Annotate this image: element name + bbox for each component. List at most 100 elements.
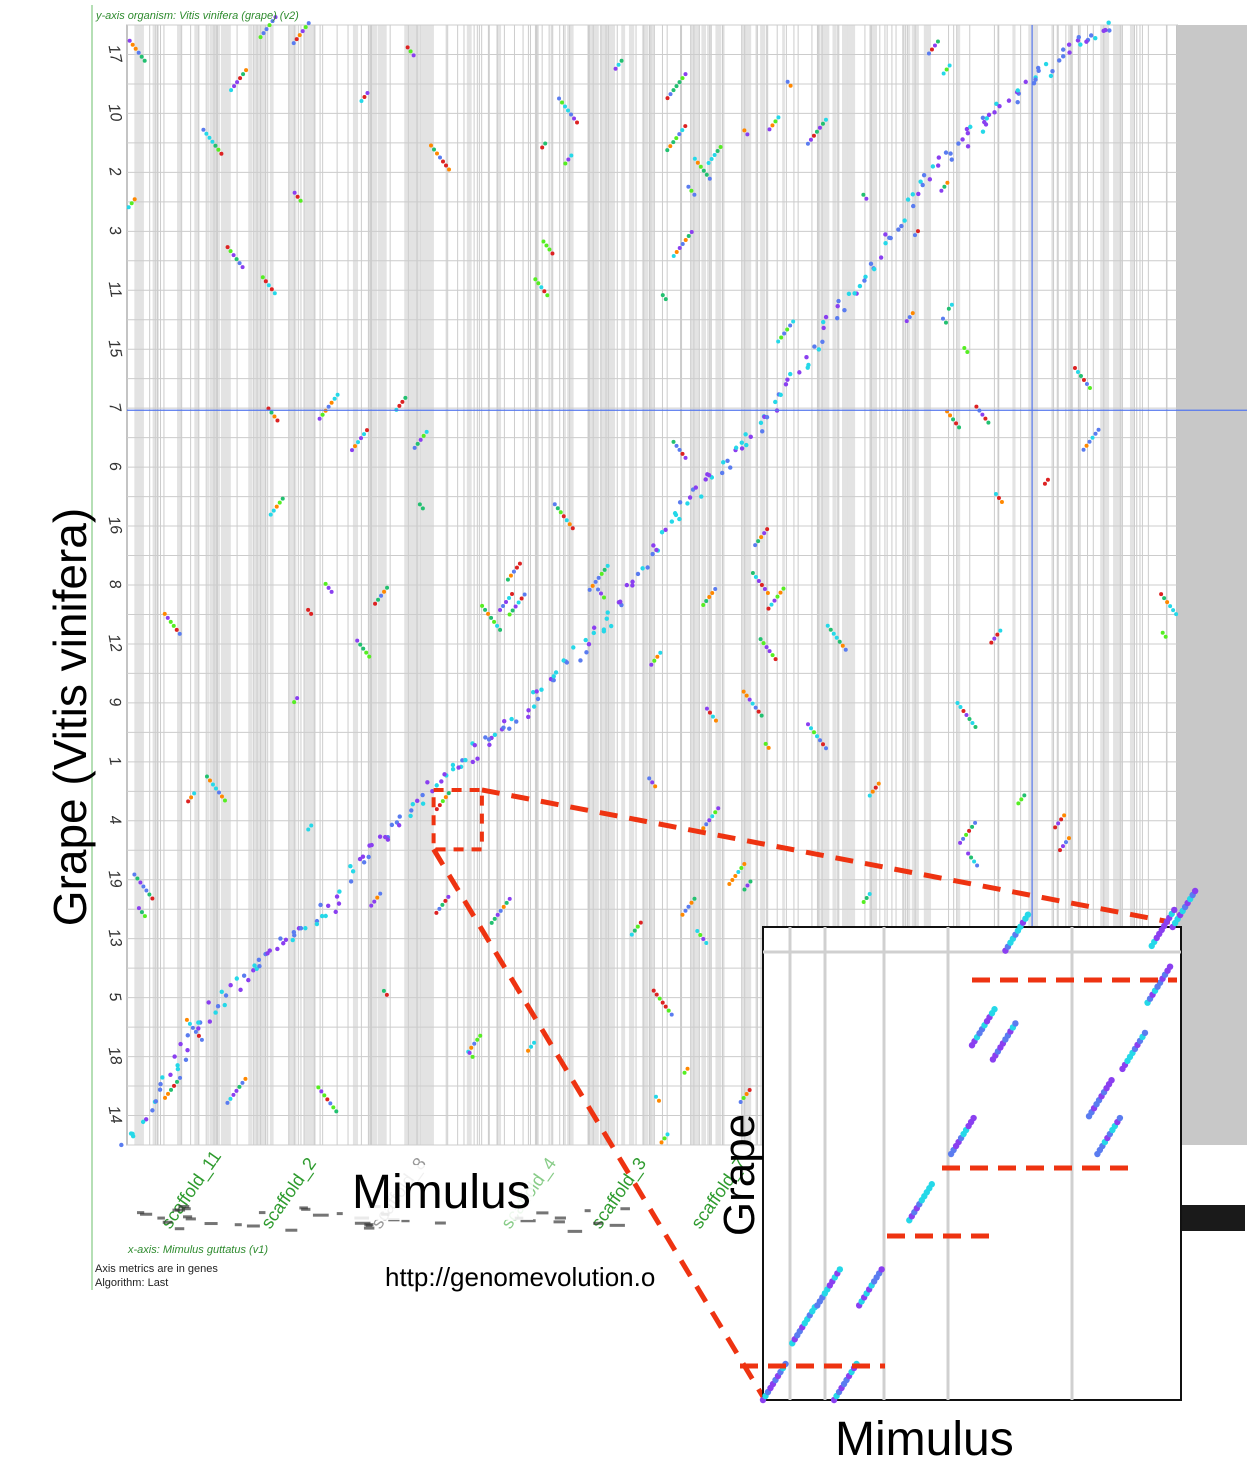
synteny-dot bbox=[1165, 600, 1170, 605]
x-tick-mark bbox=[172, 1208, 180, 1212]
synteny-dot bbox=[1084, 382, 1089, 387]
synteny-dot bbox=[174, 627, 179, 632]
synteny-dot bbox=[260, 275, 265, 280]
synteny-dot bbox=[660, 293, 665, 298]
synteny-dot bbox=[599, 591, 604, 596]
synteny-dot bbox=[507, 896, 512, 901]
synteny-dot bbox=[635, 924, 640, 929]
synteny-dot bbox=[487, 742, 492, 748]
synteny-dot bbox=[1093, 431, 1098, 436]
synteny-dot bbox=[438, 155, 443, 160]
synteny-dot bbox=[319, 1089, 324, 1094]
synteny-dot bbox=[756, 539, 761, 544]
synteny-dot bbox=[450, 762, 456, 768]
synteny-dot bbox=[756, 709, 761, 714]
synteny-dot bbox=[127, 38, 132, 43]
synteny-dot bbox=[228, 982, 233, 988]
synteny-dot bbox=[241, 973, 247, 978]
synteny-dot bbox=[348, 879, 354, 884]
synteny-dot bbox=[563, 161, 568, 166]
synteny-dot bbox=[502, 718, 507, 724]
synteny-dot bbox=[267, 948, 272, 953]
synteny-dot bbox=[531, 704, 537, 709]
synteny-dot bbox=[701, 602, 706, 607]
synteny-dot bbox=[292, 190, 297, 195]
synteny-dot bbox=[613, 66, 618, 71]
synteny-dot bbox=[831, 631, 836, 636]
synteny-dot bbox=[1084, 443, 1089, 448]
synteny-dot bbox=[805, 141, 810, 146]
synteny-dot bbox=[444, 163, 449, 168]
synteny-dot bbox=[961, 836, 966, 841]
synteny-dot bbox=[375, 895, 380, 900]
synteny-dot bbox=[744, 693, 749, 698]
synteny-dot bbox=[492, 732, 498, 738]
synteny-dot bbox=[944, 67, 949, 72]
y-axis-title: Grape (Vitis vinifera) bbox=[44, 507, 96, 927]
synteny-dot bbox=[516, 600, 521, 605]
synteny-dot bbox=[638, 920, 643, 925]
synteny-dot bbox=[267, 23, 272, 28]
synteny-dot bbox=[920, 182, 925, 188]
synteny-dot bbox=[1066, 42, 1072, 47]
synteny-dot bbox=[572, 116, 577, 121]
synteny-dot bbox=[781, 586, 786, 591]
synteny-dot bbox=[591, 625, 597, 630]
synteny-dot bbox=[246, 977, 251, 983]
synteny-dot bbox=[608, 623, 614, 629]
synteny-dot bbox=[425, 780, 430, 785]
synteny-dot bbox=[225, 1100, 230, 1105]
synteny-dot bbox=[367, 654, 372, 659]
synteny-dot bbox=[501, 904, 506, 909]
synteny-dot bbox=[511, 569, 516, 574]
synteny-dot bbox=[713, 718, 718, 723]
y-tick-label: 15 bbox=[105, 338, 125, 359]
synteny-dot bbox=[443, 795, 448, 800]
synteny-dot bbox=[228, 249, 233, 254]
synteny-dot bbox=[984, 116, 990, 121]
synteny-dot bbox=[421, 433, 426, 438]
synteny-dot bbox=[883, 240, 888, 246]
synteny-dot bbox=[1045, 477, 1050, 482]
synteny-dot bbox=[744, 1092, 749, 1097]
synteny-dot bbox=[418, 437, 423, 442]
synteny-dot bbox=[759, 582, 764, 587]
synteny-dot bbox=[295, 194, 300, 199]
x-tick-mark bbox=[434, 1221, 446, 1225]
synteny-dot bbox=[878, 255, 884, 260]
synteny-dot bbox=[264, 27, 269, 32]
synteny-dot bbox=[350, 869, 356, 874]
synteny-dot bbox=[1066, 836, 1071, 841]
synteny-dot bbox=[130, 42, 135, 47]
synteny-dot bbox=[747, 697, 752, 702]
synteny-dot bbox=[483, 607, 488, 612]
synteny-dot bbox=[666, 1008, 671, 1013]
y-tick-label: 9 bbox=[105, 696, 123, 708]
synteny-dot bbox=[653, 784, 658, 789]
synteny-dot bbox=[949, 157, 954, 162]
synteny-dot bbox=[747, 1088, 752, 1093]
synteny-dot bbox=[234, 257, 239, 262]
synteny-dot bbox=[604, 616, 609, 621]
synteny-dot bbox=[861, 899, 866, 904]
synteny-dot bbox=[916, 191, 921, 197]
synteny-dot bbox=[189, 795, 194, 800]
synteny-dot bbox=[136, 50, 141, 55]
synteny-dot bbox=[652, 658, 657, 663]
synteny-dot bbox=[823, 314, 829, 320]
synteny-dot bbox=[142, 914, 147, 919]
synteny-dot bbox=[773, 657, 778, 662]
synteny-dot bbox=[1067, 50, 1072, 55]
synteny-dot bbox=[968, 124, 973, 130]
synteny-dot bbox=[739, 446, 745, 451]
synteny-dot bbox=[298, 926, 304, 931]
synteny-dot bbox=[776, 115, 781, 120]
synteny-dot bbox=[469, 1045, 474, 1050]
synteny-dot bbox=[550, 251, 555, 256]
synteny-dot bbox=[624, 582, 630, 588]
synteny-dot bbox=[718, 145, 723, 150]
y-tick-label: 12 bbox=[105, 633, 125, 654]
synteny-dot bbox=[119, 1142, 124, 1148]
source-url[interactable]: http://genomevolution.o bbox=[385, 1262, 656, 1292]
synteny-dot bbox=[278, 936, 283, 941]
